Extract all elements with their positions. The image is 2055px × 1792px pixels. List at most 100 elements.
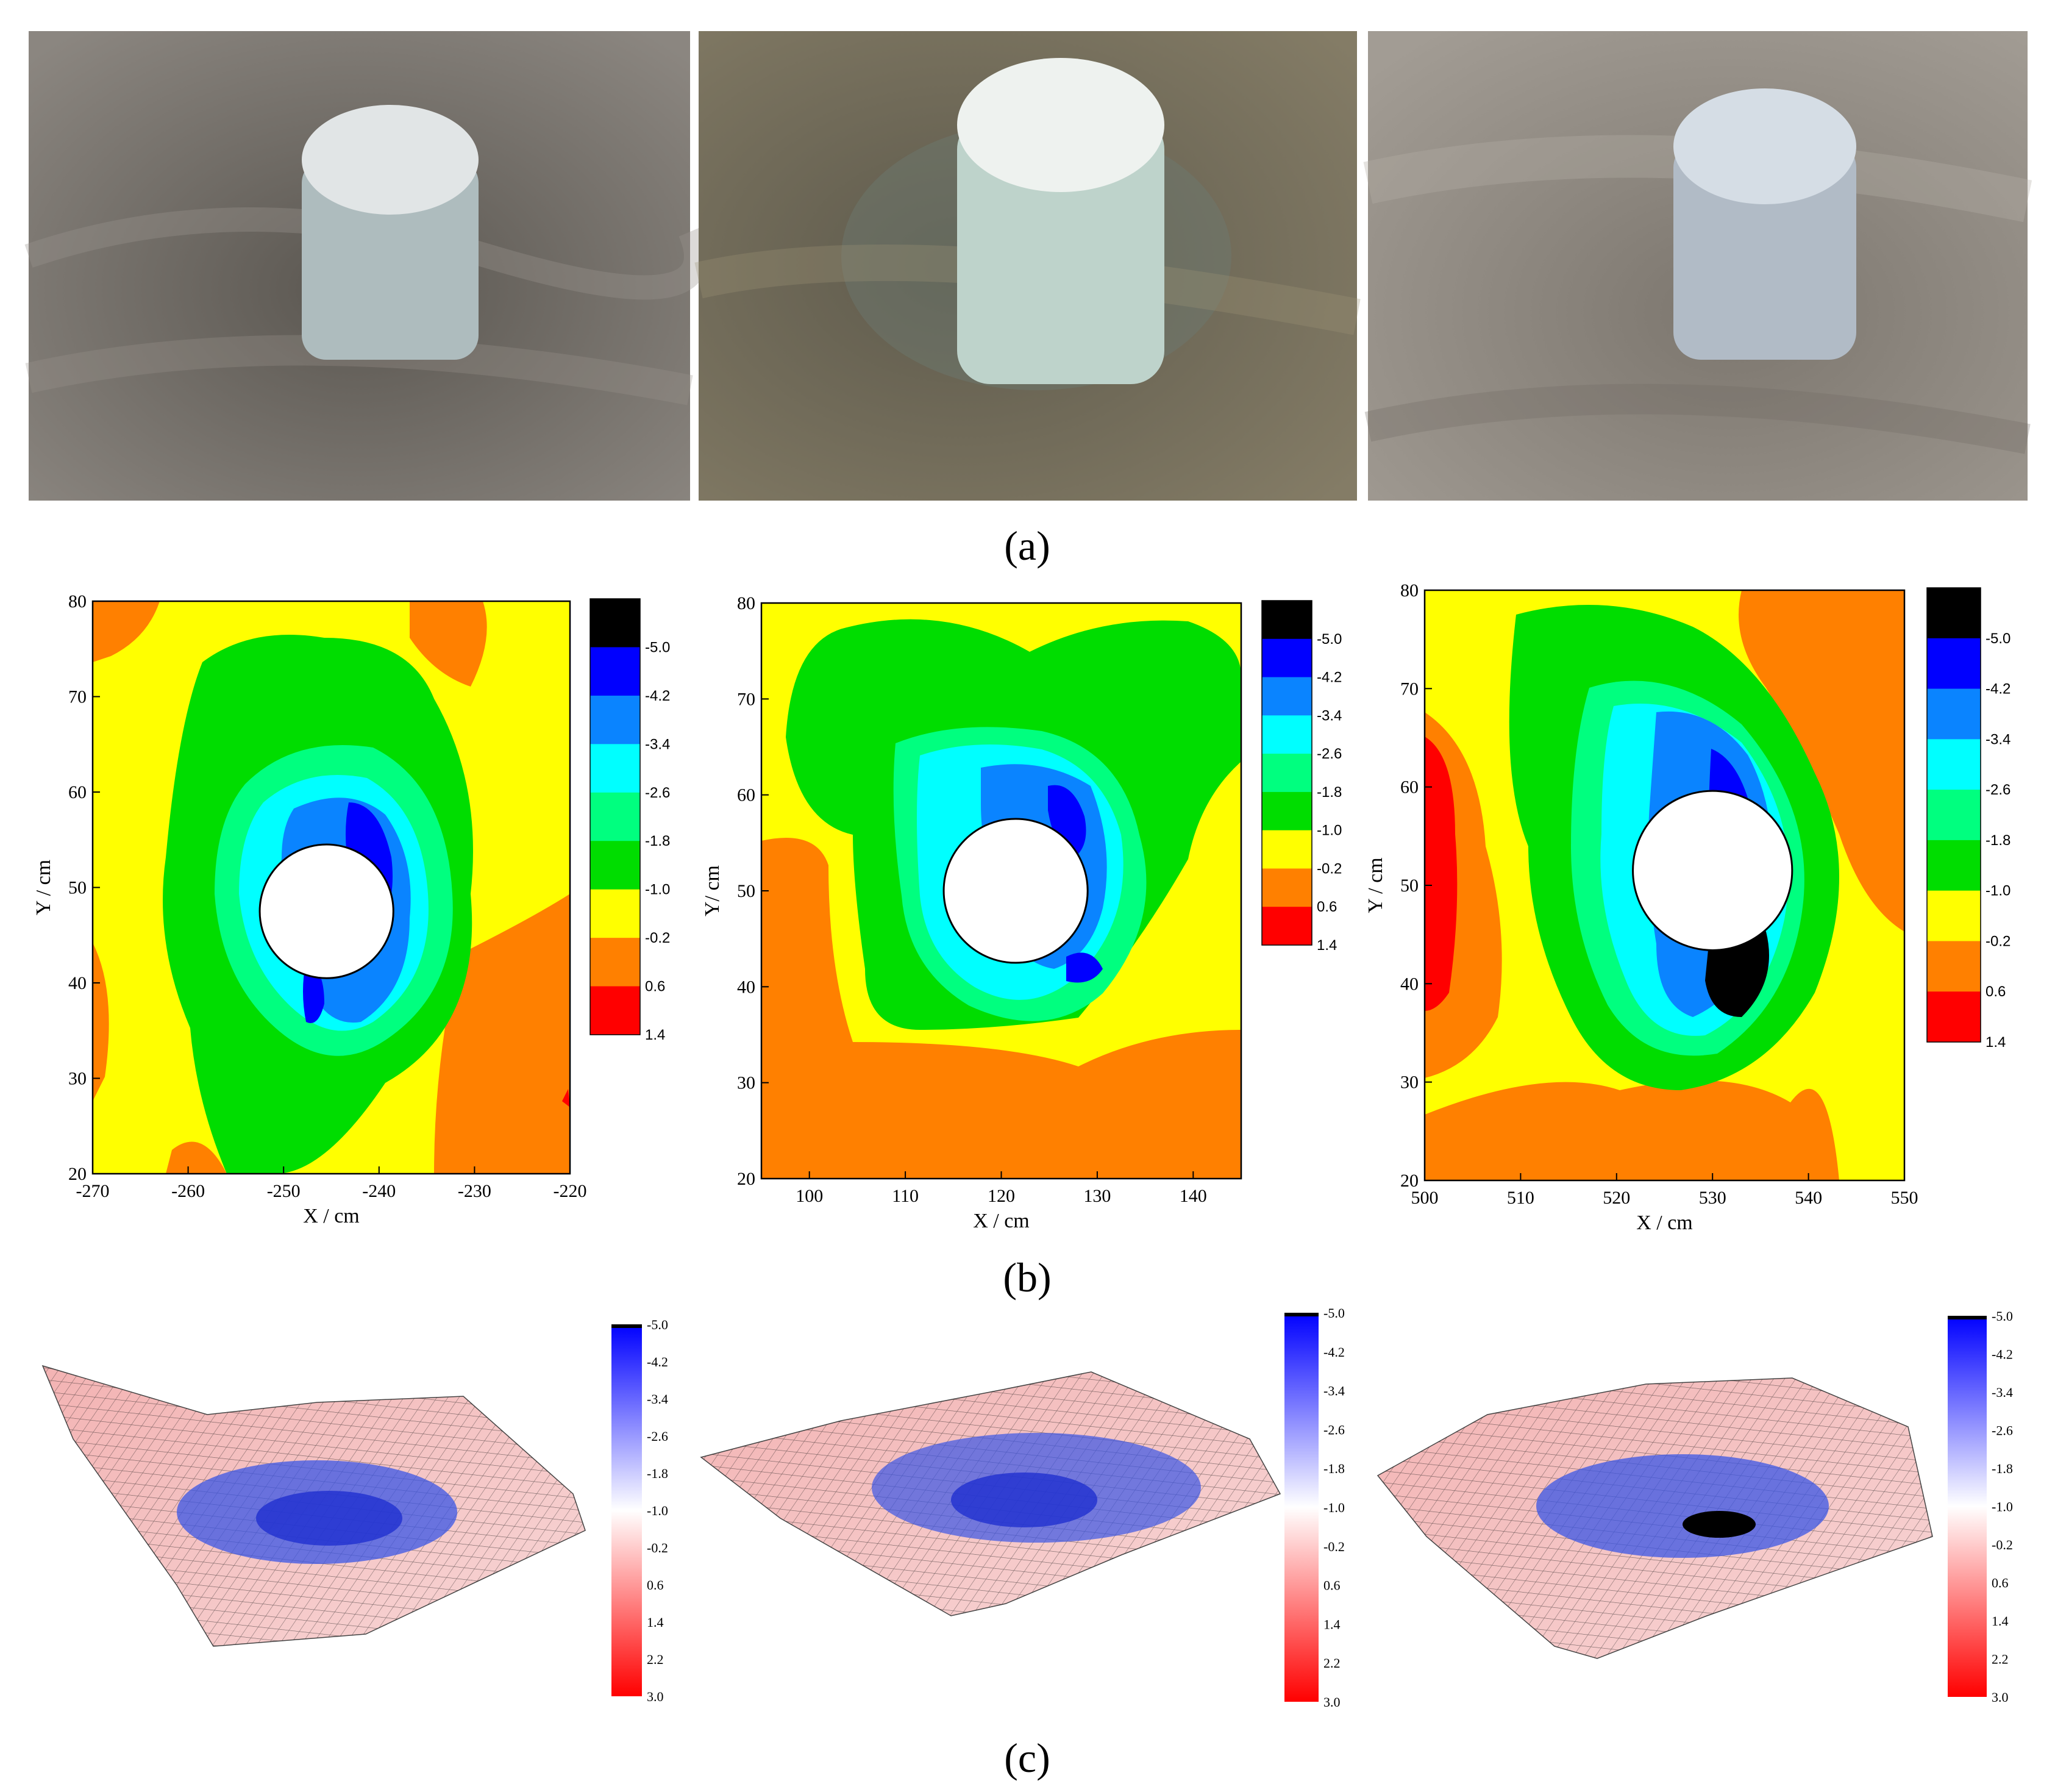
colorbar-tick-label: -3.4 bbox=[647, 1391, 668, 1407]
colorbar-swatch bbox=[1262, 791, 1312, 831]
colorbar-swatch bbox=[1262, 907, 1312, 946]
colorbar-tick-label: -0.2 bbox=[1986, 933, 2010, 949]
colorbar-tick-label: -0.2 bbox=[1323, 1539, 1345, 1554]
colorbar-swatch bbox=[1927, 638, 1981, 690]
colorbar-tick-label: 1.4 bbox=[645, 1027, 665, 1043]
colorbar-tick-label: 0.6 bbox=[1992, 1576, 2009, 1591]
x-tick-label: -270 bbox=[76, 1181, 110, 1201]
colorbar-tick-label: -1.0 bbox=[645, 882, 670, 898]
colorbar-tick-label: -2.6 bbox=[1986, 782, 2010, 798]
colorbar-tick-label: -5.0 bbox=[1317, 631, 1342, 648]
colorbar-swatch bbox=[1927, 890, 1981, 941]
y-tick-label: 50 bbox=[737, 881, 755, 901]
contour-2-pier bbox=[942, 818, 1089, 964]
colorbar-swatch bbox=[1927, 790, 1981, 841]
x-tick-label: 500 bbox=[1411, 1188, 1439, 1208]
contour-3-axes: 500 510 520 530 540 550 20 30 40 50 60 70 80 X / cm Y … bbox=[1364, 580, 1918, 1234]
pier-3-top bbox=[1673, 88, 1856, 204]
colorbar-frame bbox=[589, 598, 641, 1035]
colorbar-tick-label: 3.0 bbox=[1323, 1694, 1341, 1710]
colorbar-tick-label: -1.0 bbox=[1323, 1500, 1345, 1515]
y-tick-label: 60 bbox=[737, 785, 755, 805]
colorbar-top-black bbox=[1284, 1313, 1319, 1316]
colorbar-gradient bbox=[1284, 1313, 1319, 1702]
surface-panel-1: -5.0 -4.2 -3.4 -2.6 -1.8 -1.0 -0.2 0.6 1.4 2.2 3.0 bbox=[41, 1317, 668, 1704]
contour-1-axes: -270 -260 -250 -240 -230 -220 20 30 40 50 60 70 80 X … bbox=[32, 591, 587, 1227]
colorbar-swatch bbox=[1262, 677, 1312, 716]
colorbar-tick-label: -1.8 bbox=[645, 833, 670, 849]
panel-label-c: (c) bbox=[1004, 1735, 1050, 1781]
colorbar-tick-label: -4.2 bbox=[1992, 1347, 2013, 1362]
colorbar-tick-label: -1.0 bbox=[647, 1503, 668, 1518]
colorbar-tick-label: 1.4 bbox=[1323, 1616, 1341, 1632]
x-tick-label: -240 bbox=[362, 1181, 396, 1201]
colorbar-tick-label: -2.6 bbox=[1323, 1422, 1345, 1437]
colorbar-tick-label: -1.8 bbox=[1992, 1461, 2013, 1476]
x-tick-label: 520 bbox=[1603, 1188, 1630, 1208]
contour-2-plot-area bbox=[761, 603, 1241, 1179]
colorbar-swatch bbox=[590, 647, 640, 696]
y-tick-label: 30 bbox=[1400, 1073, 1419, 1093]
y-tick-label: 20 bbox=[68, 1164, 87, 1184]
y-tick-label: 40 bbox=[737, 977, 755, 997]
pier-1-top bbox=[302, 105, 479, 215]
colorbar-tick-label: -5.0 bbox=[1986, 630, 2010, 647]
x-tick-label: 100 bbox=[796, 1186, 823, 1206]
photo-1 bbox=[24, 31, 708, 501]
colorbar-top-black bbox=[611, 1324, 642, 1328]
colorbar-tick-label: -3.4 bbox=[1317, 707, 1342, 724]
colorbar-swatch bbox=[590, 889, 640, 938]
photo-row bbox=[24, 31, 2032, 501]
y-tick-label: 70 bbox=[68, 687, 87, 707]
colorbar-tick-label: -1.8 bbox=[1986, 832, 2010, 849]
x-tick-label: 540 bbox=[1795, 1188, 1822, 1208]
y-tick-label: 60 bbox=[1400, 777, 1419, 798]
x-axis-label: X / cm bbox=[303, 1205, 360, 1227]
colorbar-tick-label: -4.2 bbox=[1986, 681, 2010, 698]
colorbar-tick-label: -3.4 bbox=[1323, 1383, 1345, 1399]
colorbar-swatch bbox=[1927, 588, 1981, 639]
colorbar-tick-label: 0.6 bbox=[1323, 1578, 1341, 1593]
surface-3-scour bbox=[1536, 1454, 1829, 1558]
surface-panel-3: -5.0 -4.2 -3.4 -2.6 -1.8 -1.0 -0.2 0.6 1.4 2.2 3.0 bbox=[1377, 1308, 2013, 1705]
colorbar-swatch bbox=[590, 986, 640, 1035]
contour-2-colorbar: -5.0 -4.2 -3.4 -2.6 -1.8 -1.0 -0.2 0.6 1.4 bbox=[1261, 600, 1342, 954]
panel-label-b: (b) bbox=[1003, 1254, 1051, 1301]
colorbar-tick-label: -5.0 bbox=[1992, 1308, 2013, 1324]
pier-1-body bbox=[302, 159, 479, 360]
x-tick-label: 510 bbox=[1507, 1188, 1534, 1208]
photo-3 bbox=[1363, 31, 2032, 501]
x-tick-label: 530 bbox=[1699, 1188, 1726, 1208]
colorbar-tick-label: -0.2 bbox=[645, 930, 670, 946]
y-tick-label: 60 bbox=[68, 782, 87, 802]
colorbar-gradient bbox=[611, 1324, 642, 1696]
colorbar-tick-label: -1.8 bbox=[1323, 1461, 1345, 1476]
colorbar-tick-label: 2.2 bbox=[1323, 1655, 1341, 1671]
colorbar-tick-label: -4.2 bbox=[645, 688, 670, 704]
y-tick-label: 20 bbox=[1400, 1171, 1419, 1191]
colorbar-swatch bbox=[590, 938, 640, 987]
colorbar-swatch bbox=[1262, 601, 1312, 640]
x-tick-label: 550 bbox=[1891, 1188, 1918, 1208]
colorbar-tick-label: -1.0 bbox=[1317, 823, 1342, 839]
contour-1-pier bbox=[258, 843, 394, 979]
y-axis-label: Y / cm bbox=[32, 860, 55, 915]
x-tick-label: -220 bbox=[554, 1181, 587, 1201]
x-tick-label: -250 bbox=[267, 1181, 301, 1201]
surface-1-colorbar: -5.0 -4.2 -3.4 -2.6 -1.8 -1.0 -0.2 0.6 1.4 2.2 3.0 bbox=[611, 1317, 668, 1704]
colorbar-tick-label: 1.4 bbox=[1992, 1613, 2009, 1629]
colorbar-tick-label: -0.2 bbox=[647, 1540, 668, 1555]
colorbar-tick-label: 1.4 bbox=[1986, 1034, 2006, 1051]
colorbar-tick-label: 3.0 bbox=[1992, 1690, 2009, 1705]
x-tick-label: 140 bbox=[1180, 1186, 1207, 1206]
colorbar-tick-label: 0.6 bbox=[645, 979, 665, 995]
colorbar-tick-label: 1.4 bbox=[647, 1615, 664, 1630]
colorbar-swatch bbox=[590, 695, 640, 744]
surface-3-colorbar: -5.0 -4.2 -3.4 -2.6 -1.8 -1.0 -0.2 0.6 1.4 2.2 3.0 bbox=[1948, 1308, 2013, 1705]
colorbar-tick-label: -5.0 bbox=[1323, 1305, 1345, 1321]
y-axis-label: Y / cm bbox=[1364, 857, 1387, 913]
colorbar-tick-label: -4.2 bbox=[1323, 1344, 1345, 1360]
colorbar-tick-label: -0.2 bbox=[1992, 1537, 2013, 1552]
contour-panel-3: 500 510 520 530 540 550 20 30 40 50 60 70 80 X / cm Y … bbox=[1364, 580, 2010, 1234]
contour-3-colorbar: -5.0 -4.2 -3.4 -2.6 -1.8 -1.0 -0.2 0.6 1.4 bbox=[1926, 587, 2010, 1051]
